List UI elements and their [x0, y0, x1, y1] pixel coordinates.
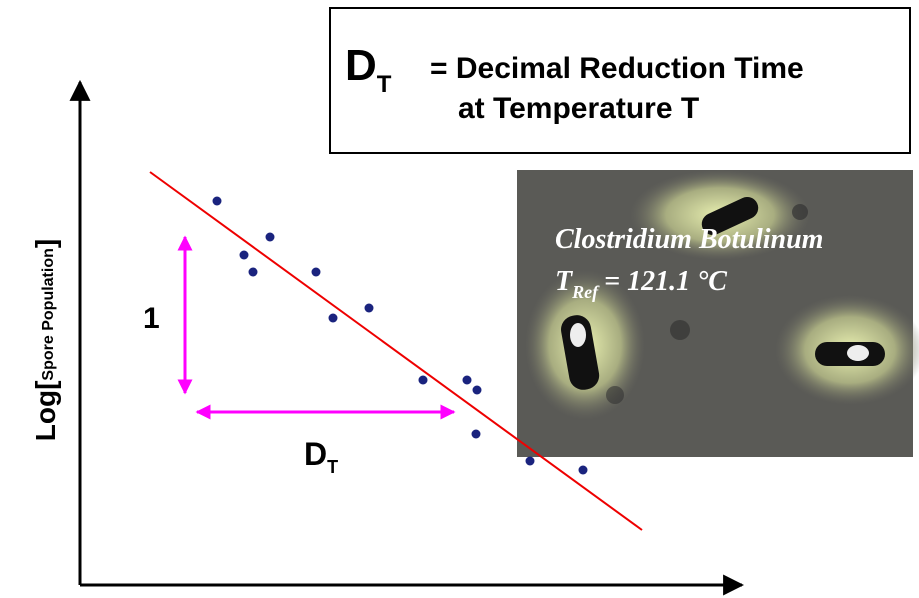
particle	[606, 386, 624, 404]
caption-temperature: TRef = 121.1 °C	[555, 266, 727, 302]
y-axis-label: Log[Spore Population]	[30, 239, 61, 441]
particle	[670, 320, 690, 340]
point	[525, 456, 535, 466]
spore	[570, 323, 586, 347]
point	[462, 375, 472, 385]
cell	[701, 196, 759, 236]
definition-line1: = Decimal Reduction Time	[430, 52, 804, 85]
points	[212, 196, 588, 475]
trend-line	[149, 171, 643, 531]
point	[265, 232, 275, 242]
point	[239, 250, 249, 260]
spore	[847, 345, 869, 361]
caption-organism: Clostridium Botulinum	[555, 224, 823, 255]
point	[311, 267, 321, 277]
point	[328, 313, 338, 323]
run-label: DT	[304, 436, 338, 477]
point	[472, 385, 482, 395]
definition-box	[329, 7, 911, 154]
particle	[792, 204, 808, 220]
definition-line2: at Temperature T	[458, 92, 699, 125]
point	[248, 267, 258, 277]
micrograph: Clostridium Botulinum TRef = 121.1 °C	[517, 170, 919, 457]
point	[364, 303, 374, 313]
point	[418, 375, 428, 385]
rise-label: 1	[143, 302, 160, 335]
point	[578, 465, 588, 475]
definition-symbol: DT	[345, 41, 392, 98]
point	[471, 429, 481, 439]
point	[212, 196, 222, 206]
